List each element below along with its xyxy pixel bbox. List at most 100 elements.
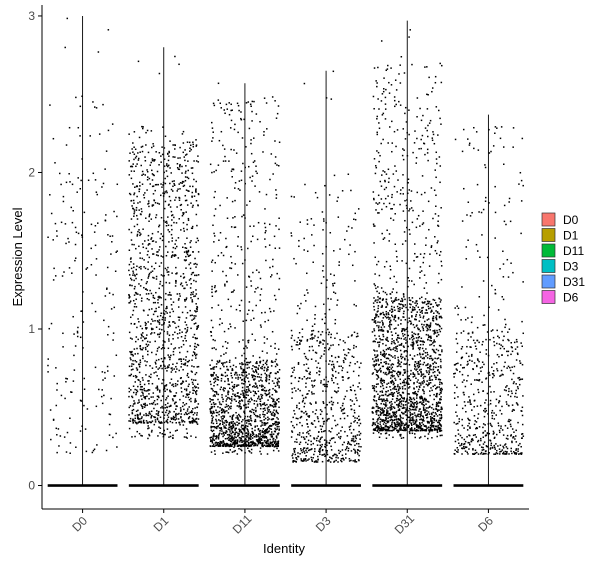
data-point: [434, 376, 437, 378]
data-point: [156, 350, 159, 352]
data-point: [424, 298, 427, 300]
data-point: [166, 191, 168, 194]
data-point: [179, 410, 182, 412]
data-point: [135, 209, 138, 211]
data-point: [134, 388, 136, 391]
data-point: [393, 96, 396, 98]
data-point: [225, 430, 228, 432]
data-point: [133, 170, 135, 172]
data-point: [259, 407, 262, 410]
data-point: [224, 341, 227, 343]
data-point: [130, 279, 133, 281]
data-point: [64, 397, 66, 400]
data-point: [429, 427, 432, 430]
data-point: [187, 169, 189, 172]
data-point: [375, 374, 378, 376]
data-point: [145, 327, 147, 329]
data-point: [221, 442, 223, 444]
data-point: [416, 218, 419, 220]
data-point: [238, 413, 240, 416]
data-point: [322, 303, 325, 306]
data-point: [231, 388, 233, 390]
violin-D0: [47, 15, 119, 487]
data-point: [432, 306, 434, 308]
data-point: [148, 389, 151, 391]
data-point: [376, 314, 378, 316]
data-point: [431, 379, 434, 381]
data-point: [416, 402, 419, 404]
data-point: [185, 297, 188, 299]
data-point: [168, 436, 170, 438]
data-point: [323, 220, 325, 222]
data-point: [344, 430, 346, 433]
data-point: [225, 427, 227, 429]
data-point: [427, 338, 429, 341]
data-point: [272, 423, 275, 426]
data-point: [397, 389, 400, 392]
data-point: [251, 374, 253, 376]
data-point: [54, 162, 56, 164]
data-point: [344, 358, 347, 360]
data-point: [248, 420, 250, 423]
data-point: [434, 341, 436, 343]
data-point: [195, 337, 197, 340]
data-point: [354, 451, 357, 453]
data-point: [165, 397, 168, 399]
data-point: [186, 437, 188, 439]
data-point: [414, 433, 416, 435]
data-point: [138, 371, 141, 374]
data-point: [390, 67, 392, 69]
data-point: [171, 398, 174, 400]
data-point: [356, 399, 358, 402]
data-point: [106, 266, 109, 269]
data-point: [267, 319, 270, 322]
data-point: [193, 295, 195, 298]
data-point: [133, 209, 136, 211]
data-point: [129, 277, 132, 280]
data-point: [222, 270, 224, 273]
data-point: [331, 403, 333, 406]
data-point: [233, 128, 236, 131]
data-point: [435, 323, 437, 325]
data-point: [336, 299, 339, 301]
data-point: [221, 441, 223, 443]
data-point: [180, 382, 183, 385]
data-point: [128, 302, 130, 304]
data-point: [259, 400, 262, 402]
data-point: [255, 385, 258, 388]
data-point: [420, 424, 423, 427]
data-point: [161, 328, 163, 331]
data-point: [196, 308, 198, 310]
data-point: [182, 212, 184, 214]
data-point: [160, 216, 163, 219]
data-point: [395, 388, 398, 391]
data-point: [261, 421, 263, 424]
data-point: [437, 365, 440, 368]
data-point: [249, 416, 251, 418]
data-point: [293, 369, 295, 371]
data-point: [357, 208, 360, 210]
data-point: [422, 409, 425, 411]
data-point: [228, 433, 231, 436]
data-point: [152, 143, 154, 145]
data-point: [278, 397, 280, 400]
data-point: [129, 350, 131, 353]
data-point: [160, 155, 162, 157]
data-point: [430, 368, 432, 371]
data-point: [169, 405, 171, 407]
data-point: [187, 190, 189, 192]
data-point: [329, 439, 331, 442]
data-point: [382, 419, 384, 421]
data-point: [260, 425, 262, 427]
data-point: [413, 382, 415, 385]
data-point: [310, 218, 313, 220]
data-point: [390, 381, 393, 383]
data-point: [147, 380, 149, 382]
data-point: [177, 157, 179, 159]
data-point: [275, 197, 278, 199]
data-point: [435, 405, 438, 408]
data-point: [155, 310, 157, 313]
data-point: [257, 367, 259, 369]
data-point: [172, 185, 174, 188]
data-point: [266, 359, 268, 362]
